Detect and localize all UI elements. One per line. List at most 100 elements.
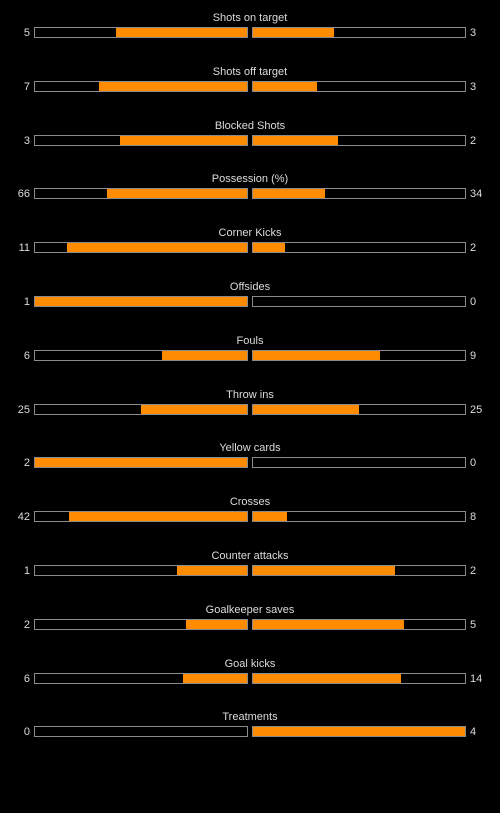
home-bar	[34, 672, 248, 684]
away-bar-fill	[253, 243, 285, 253]
away-value: 25	[470, 403, 483, 416]
away-bar-fill	[253, 135, 338, 145]
home-value: 6	[23, 672, 30, 685]
home-bar	[34, 511, 248, 523]
away-bar	[252, 672, 466, 684]
away-value: 3	[470, 80, 477, 93]
stat-label: Blocked Shots	[214, 119, 286, 132]
stat-label: Treatments	[222, 711, 278, 724]
away-bar	[252, 27, 466, 38]
home-bar-fill	[162, 350, 247, 360]
away-bar-fill	[253, 404, 359, 414]
stat-label: Offsides	[229, 280, 271, 293]
stat-label: Throw ins	[226, 388, 274, 401]
home-bar	[34, 403, 248, 415]
home-bar	[34, 134, 248, 146]
away-value: 14	[470, 672, 483, 685]
home-bar-fill	[35, 458, 247, 468]
home-value: 6	[23, 349, 30, 362]
stat-label: Possession (%)	[211, 173, 289, 186]
away-bar	[252, 188, 466, 200]
home-bar	[34, 242, 248, 254]
stat-row: Counter attacks 1 2	[0, 548, 500, 602]
home-value: 3	[23, 134, 30, 147]
stat-label: Counter attacks	[211, 549, 289, 562]
stat-row: Shots on target 5 3	[0, 10, 500, 64]
away-bar-fill	[253, 512, 287, 522]
home-bar	[34, 349, 248, 361]
home-value: 2	[23, 457, 30, 470]
away-value: 3	[470, 27, 477, 39]
home-bar-fill	[185, 619, 247, 629]
away-bar-fill	[253, 619, 404, 629]
home-bar	[34, 726, 248, 738]
away-bar-fill	[253, 565, 396, 575]
stat-label: Yellow cards	[219, 442, 281, 455]
away-value: 0	[470, 295, 477, 308]
stat-row: Goalkeeper saves 2 5	[0, 602, 500, 656]
home-bar	[34, 457, 248, 469]
away-bar-fill	[253, 81, 317, 91]
home-bar	[34, 188, 248, 200]
away-bar	[252, 295, 466, 307]
stat-label: Corner Kicks	[218, 227, 282, 240]
home-bar-fill	[98, 81, 247, 91]
away-value: 2	[470, 242, 477, 255]
stat-row: Throw ins 25 25	[0, 387, 500, 441]
stat-row: Possession (%) 66 34	[0, 171, 500, 225]
away-bar	[252, 134, 466, 146]
home-value: 42	[17, 511, 30, 524]
home-bar	[34, 80, 248, 92]
stat-row: Crosses 42 8	[0, 494, 500, 548]
stat-label: Goalkeeper saves	[205, 603, 295, 616]
away-value: 4	[470, 726, 477, 739]
home-bar	[34, 618, 248, 630]
home-value: 1	[23, 295, 30, 308]
home-bar-fill	[177, 565, 247, 575]
home-bar-fill	[119, 135, 247, 145]
stat-row: Shots off target 7 3	[0, 64, 500, 118]
away-bar-fill	[253, 673, 402, 683]
away-bar	[252, 511, 466, 523]
stat-label: Crosses	[229, 496, 271, 509]
home-bar-fill	[183, 673, 247, 683]
stat-row: Blocked Shots 3 2	[0, 118, 500, 172]
home-value: 0	[23, 726, 30, 739]
home-bar-fill	[66, 243, 247, 253]
stat-label: Shots on target	[212, 12, 288, 24]
away-bar	[252, 457, 466, 469]
away-bar	[252, 349, 466, 361]
home-bar-fill	[35, 296, 247, 306]
away-value: 0	[470, 457, 477, 470]
home-value: 1	[23, 564, 30, 577]
stat-label: Shots off target	[212, 65, 288, 78]
stat-row: Offsides 1 0	[0, 279, 500, 333]
home-value: 25	[17, 403, 30, 416]
stat-row: Corner Kicks 11 2	[0, 225, 500, 279]
away-bar	[252, 80, 466, 92]
away-bar	[252, 403, 466, 415]
away-value: 2	[470, 564, 477, 577]
away-bar	[252, 242, 466, 254]
home-bar	[34, 564, 248, 576]
home-value: 11	[18, 242, 30, 255]
stat-label: Goal kicks	[224, 657, 276, 670]
stat-label: Fouls	[236, 334, 264, 347]
away-bar-fill	[253, 189, 326, 199]
away-value: 9	[470, 349, 477, 362]
away-bar-fill	[253, 727, 465, 737]
home-value: 5	[23, 27, 30, 39]
away-bar-fill	[253, 350, 381, 360]
home-value: 66	[17, 188, 30, 201]
stat-row: Yellow cards 2 0	[0, 440, 500, 494]
stat-row: Treatments 0 4	[0, 709, 500, 763]
stats-list: Shots on target 5 3 Shots off target 7 3 Block…	[0, 10, 500, 763]
stat-row: Goal kicks 6 14	[0, 656, 500, 710]
away-bar-fill	[253, 28, 334, 37]
away-value: 34	[470, 188, 483, 201]
home-bar-fill	[141, 404, 247, 414]
away-bar	[252, 726, 466, 738]
away-value: 5	[470, 618, 477, 631]
home-bar	[34, 295, 248, 307]
